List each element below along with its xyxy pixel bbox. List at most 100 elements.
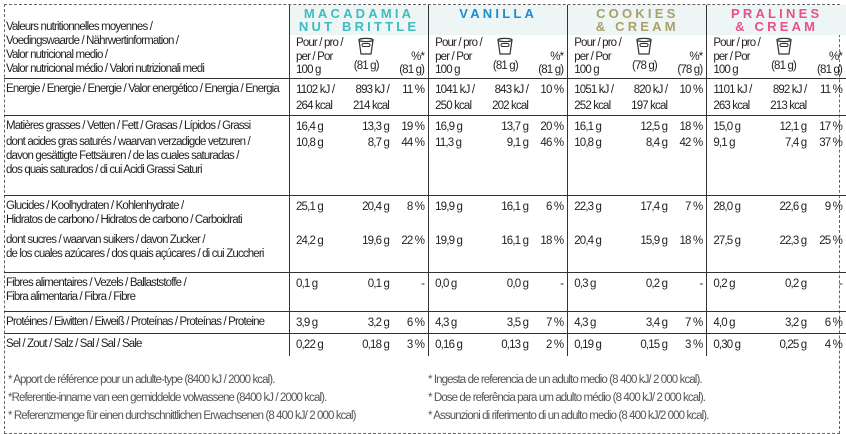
product-name: MACADAMIA NUT BRITTLE <box>289 5 429 35</box>
per-100g-header: Pour / pro / per / Por 100 g <box>567 35 622 78</box>
value-per-100g: 0,30 g <box>706 332 761 356</box>
value-pct-ri: 19 % <box>391 114 429 135</box>
value-per-portion: 0,25 g <box>760 332 809 356</box>
value-per-100g: 4,0 g <box>706 310 761 333</box>
table-header-label: Valeurs nutritionnelles moyennes / Voedin… <box>6 20 205 75</box>
value-per-100g: 0,22 g <box>289 332 344 356</box>
value-per-100g: 10,8 g <box>289 135 344 195</box>
value-per-100g: 0,1 g <box>289 271 344 311</box>
value-per-100g: 19,9 g <box>428 233 483 272</box>
value-per-portion: 19,6 g <box>362 235 390 247</box>
nutrient-label: Energie / Energie / Energie / Valor ener… <box>4 77 290 115</box>
value-per-100g: 0,3 g <box>567 271 622 311</box>
nutrition-table: Valeurs nutritionnelles moyennes / Voedin… <box>4 5 846 356</box>
value-pct-ri: 18 % <box>669 114 707 135</box>
cup-icon <box>497 37 514 55</box>
nutrient-label: dont sucres / waarvan suikers / davon Zu… <box>6 234 264 260</box>
value-pct-ri: 4 % <box>808 332 846 356</box>
value-pct-ri: 22 % <box>401 235 425 247</box>
portion-header: (81 g) <box>761 35 809 78</box>
value-per-100g: 16,4 g <box>289 114 344 135</box>
nutrient-label: Protéines / Eiwitten / Eiweiß / Proteína… <box>4 310 290 333</box>
table-row: Sel / Zout / Salz / Sal / Sal / Sale 0,22… <box>4 332 846 356</box>
footnotes-left: * Apport de référence pour un adulte-typ… <box>8 371 357 425</box>
table-row: Fibres alimentaires / Vezels / Ballastst… <box>4 271 846 311</box>
value-per-100g: 0,16 g <box>428 332 483 356</box>
value-per-portion: 0,2 g <box>621 271 670 311</box>
value-per-portion: 12,5 g <box>621 114 670 135</box>
value-per-100g: 1102 kJ /264 kcal <box>289 77 344 115</box>
value-per-100g: 22,3 g <box>567 194 622 233</box>
nutrient-label: Fibres alimentaires / Vezels / Ballastst… <box>4 271 290 311</box>
value-pct-ri: 37 % <box>819 137 843 149</box>
value-per-portion: 8,7 g <box>367 137 390 149</box>
value-per-portion: 892 kJ /213 kcal <box>760 77 809 115</box>
value-per-portion: 16,1 g <box>482 194 531 233</box>
pct-header: %* (81 g) <box>817 50 843 77</box>
value-per-portion: 3,4 g <box>621 310 670 333</box>
value-per-100g: 1101 kJ /263 kcal <box>706 77 761 115</box>
value-per-portion: 20,4 g <box>343 194 392 233</box>
product-name: VANILLA <box>428 5 568 35</box>
table-row: dont acides gras saturés / waarvan verza… <box>4 135 846 195</box>
pct-header: %* (81 g) <box>399 50 425 77</box>
value-pct-ri: 7 % <box>669 194 707 233</box>
value-per-100g: 0,2 g <box>706 271 761 311</box>
value-pct-ri: 6 % <box>808 310 846 333</box>
value-pct-ri: 18 % <box>679 235 704 247</box>
value-per-portion: 15,9 g <box>640 235 668 247</box>
per-100g-header: Pour / pro / per / Por 100 g <box>289 35 344 78</box>
table-row: Glucides / Koolhydraten / Kohlenhydrate … <box>4 194 846 233</box>
value-per-portion: 22,3 g <box>779 235 807 247</box>
value-per-100g: 27,5 g <box>706 233 761 272</box>
value-per-100g: 16,9 g <box>428 114 483 135</box>
footnote: * Apport de référence pour un adulte-typ… <box>8 374 275 386</box>
value-per-100g: 28,0 g <box>706 194 761 233</box>
value-pct-ri: 17 % <box>808 114 846 135</box>
value-per-100g: 10,8 g <box>567 135 622 195</box>
value-per-portion: 843 kJ /202 kcal <box>482 77 531 115</box>
value-pct-ri: - <box>669 271 707 311</box>
value-pct-ri: 10 % <box>669 77 707 115</box>
value-per-100g: 11,3 g <box>428 135 483 195</box>
value-pct-ri: 42 % <box>679 137 704 149</box>
value-per-portion: 9,1 g <box>506 137 529 149</box>
value-per-portion: 3,2 g <box>760 310 809 333</box>
nutrient-label: dont acides gras saturés / waarvan verza… <box>6 136 251 176</box>
per-100g-header: Pour / pro / per / Por 100 g <box>428 35 483 78</box>
nutrient-label: Sel / Zout / Salz / Sal / Sal / Sale <box>4 332 290 356</box>
value-per-100g: 3,9 g <box>289 310 344 333</box>
value-pct-ri: 3 % <box>669 332 707 356</box>
table-row: Energie / Energie / Energie / Valor ener… <box>4 77 846 115</box>
value-per-portion: 16,1 g <box>501 235 529 247</box>
value-per-100g: 0,0 g <box>428 271 483 311</box>
value-pct-ri: 20 % <box>530 114 568 135</box>
value-per-100g: 1041 kJ /250 kcal <box>428 77 483 115</box>
value-pct-ri: 8 % <box>391 194 429 233</box>
portion-header: (78 g) <box>622 35 670 78</box>
value-per-portion: 8,4 g <box>645 137 668 149</box>
footnote: * Assunzioni di riferimento di un adulto… <box>428 410 709 422</box>
value-pct-ri: 25 % <box>819 235 843 247</box>
value-per-portion: 13,3 g <box>343 114 392 135</box>
pct-header: %* (78 g) <box>677 50 703 77</box>
value-per-portion: 0,13 g <box>482 332 531 356</box>
table-row: Protéines / Eiwitten / Eiweiß / Proteína… <box>4 310 846 333</box>
value-pct-ri: 10 % <box>530 77 568 115</box>
nutrient-label: Glucides / Koolhydraten / Kohlenhydrate … <box>4 194 290 233</box>
value-per-100g: 15,0 g <box>706 114 761 135</box>
value-per-portion: 0,2 g <box>760 271 809 311</box>
value-per-100g: 9,1 g <box>706 135 761 195</box>
pct-header: %* (81 g) <box>538 50 564 77</box>
value-per-100g: 0,19 g <box>567 332 622 356</box>
footnotes-right: * Ingesta de referencia de un adulto med… <box>428 371 709 425</box>
table-row: Matières grasses / Vetten / Fett / Grasa… <box>4 114 846 135</box>
value-per-100g: 19,9 g <box>428 194 483 233</box>
value-pct-ri: 6 % <box>530 194 568 233</box>
footnote: * Referenzmenge für einen durchschnittli… <box>8 410 357 422</box>
value-per-portion: 12,1 g <box>760 114 809 135</box>
value-pct-ri: - <box>391 271 429 311</box>
value-per-portion: 7,4 g <box>784 137 807 149</box>
cup-icon <box>775 37 792 55</box>
value-per-portion: 0,18 g <box>343 332 392 356</box>
